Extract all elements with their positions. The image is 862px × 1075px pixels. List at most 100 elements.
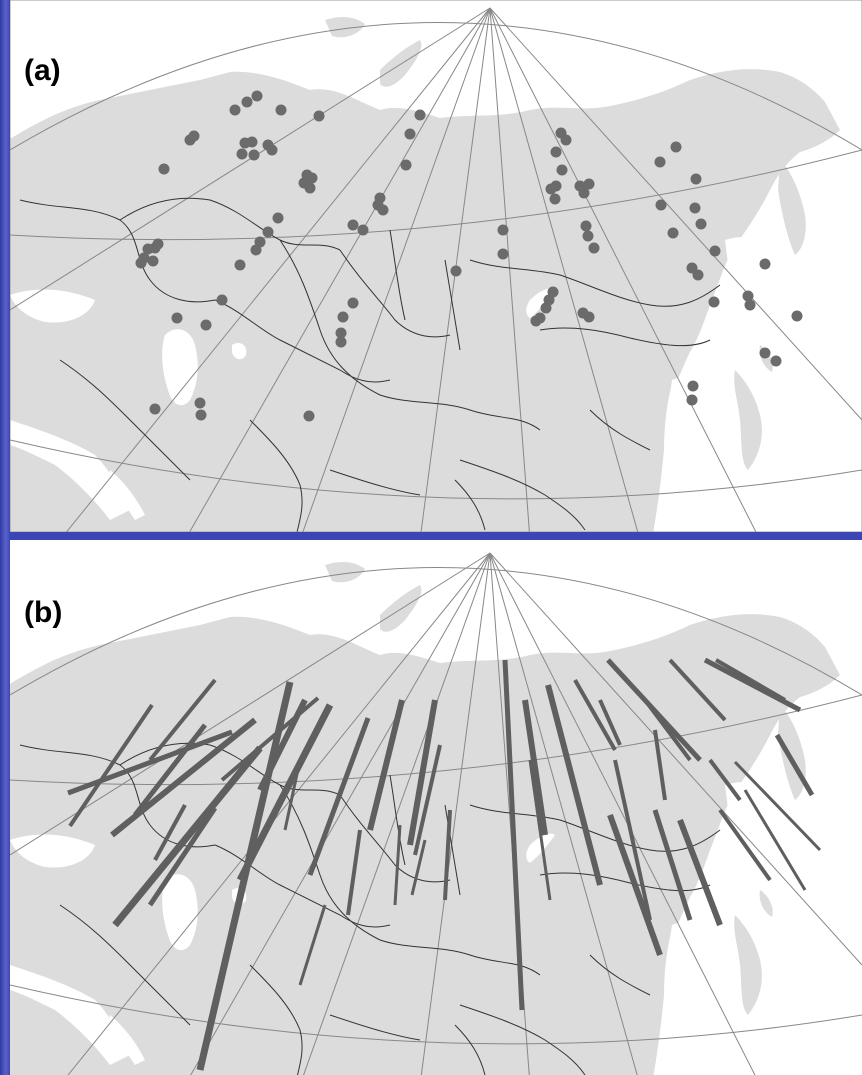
station-marker [303, 410, 315, 422]
satellite-track [283, 759, 302, 831]
station-marker [550, 146, 562, 158]
station-marker [357, 224, 369, 236]
satellite-track [112, 745, 263, 928]
satellite-track [703, 657, 802, 713]
station-marker [195, 409, 207, 421]
station-marker [687, 380, 699, 392]
satellite-track [613, 759, 652, 921]
station-marker [275, 104, 287, 116]
station-marker [147, 255, 159, 267]
satellite-track [298, 904, 327, 986]
satellite-track [307, 717, 371, 876]
panel-b-label: (b) [24, 596, 62, 629]
satellite-track [522, 699, 548, 836]
satellite-track [220, 696, 320, 782]
station-marker [251, 90, 263, 102]
satellite-track [677, 818, 723, 927]
station-marker [545, 183, 557, 195]
satellite-track [652, 809, 693, 921]
station-marker [250, 244, 262, 256]
station-marker [335, 327, 347, 339]
slide-frame-strip [0, 0, 10, 1075]
station-marker [266, 144, 278, 156]
panel-a-basemap [10, 0, 862, 532]
station-marker [304, 182, 316, 194]
station-marker [670, 141, 682, 153]
station-marker [450, 265, 462, 277]
station-marker [690, 173, 702, 185]
station-marker [744, 299, 756, 311]
satellite-track [153, 804, 187, 861]
satellite-track [528, 759, 552, 901]
satellite-track [148, 678, 217, 762]
station-marker [216, 294, 228, 306]
station-marker [234, 259, 246, 271]
satellite-track [236, 703, 334, 882]
panel-b-basemap [10, 544, 862, 1075]
station-marker [377, 204, 389, 216]
satellite-track [573, 679, 617, 751]
station-marker [171, 312, 183, 324]
station-marker [306, 172, 318, 184]
station-marker [791, 310, 803, 322]
station-marker [655, 199, 667, 211]
station-marker [692, 269, 704, 281]
station-marker [540, 302, 552, 314]
station-marker [414, 109, 426, 121]
panel-b [10, 540, 862, 1075]
station-marker [248, 149, 260, 161]
station-marker [580, 220, 592, 232]
station-marker [272, 212, 284, 224]
panel-a [10, 0, 862, 532]
satellite-track [393, 824, 402, 906]
station-marker [262, 226, 274, 238]
satellite-track [774, 733, 815, 797]
station-marker [583, 178, 595, 190]
satellite-track [502, 659, 525, 1011]
station-marker [759, 347, 771, 359]
station-marker [560, 134, 572, 146]
satellite-track [643, 698, 692, 762]
station-marker [313, 110, 325, 122]
station-marker [241, 96, 253, 108]
station-marker [770, 355, 782, 367]
satellite-track [545, 684, 603, 886]
station-marker [759, 258, 771, 270]
satellite-track [133, 723, 207, 817]
station-marker [667, 227, 679, 239]
station-marker [149, 403, 161, 415]
satellite-track [714, 658, 787, 702]
station-marker [549, 193, 561, 205]
station-marker [497, 248, 509, 260]
satellite-track [147, 806, 218, 907]
station-marker [347, 219, 359, 231]
station-marker [229, 104, 241, 116]
station-marker [578, 187, 590, 199]
satellite-track [718, 808, 772, 882]
station-marker [582, 230, 594, 242]
station-marker [152, 238, 164, 250]
satellite-track [110, 717, 257, 838]
satellite-track [68, 703, 154, 828]
station-marker [588, 242, 600, 254]
station-marker [583, 311, 595, 323]
satellite-track [407, 699, 438, 846]
satellite-track [743, 789, 807, 891]
satellite-track [410, 839, 427, 896]
station-marker [200, 319, 212, 331]
satellite-tracks [67, 657, 822, 1071]
station-marker [686, 394, 698, 406]
satellite-track [668, 658, 727, 722]
station-marker [530, 315, 542, 327]
station-marker [404, 128, 416, 140]
station-marker [708, 296, 720, 308]
station-marker [236, 148, 248, 160]
satellite-track [733, 760, 822, 852]
station-marker [689, 202, 701, 214]
station-marker [695, 218, 707, 230]
satellite-track [598, 699, 622, 746]
station-marker [497, 224, 509, 236]
station-marker [158, 163, 170, 175]
station-marker [188, 130, 200, 142]
